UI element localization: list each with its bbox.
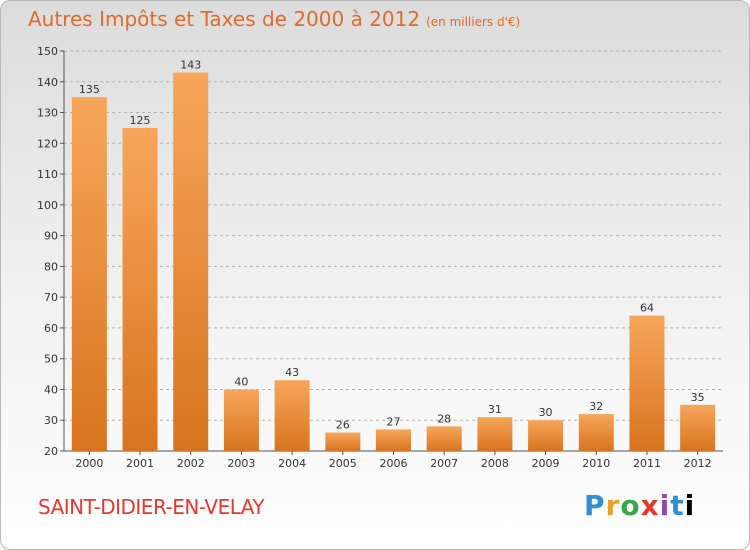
data-label-2003: 40 [234,375,248,388]
y-tick-label-20: 20 [44,445,58,458]
bar-2002 [173,72,209,452]
data-label-2006: 27 [387,415,401,428]
data-label-2011: 64 [640,302,654,315]
bar-2011 [629,315,665,451]
x-tick-label-2012: 2012 [684,457,712,470]
x-tick-label-2003: 2003 [227,457,255,470]
data-label-2009: 30 [539,406,553,419]
x-tick-label-2010: 2010 [582,457,610,470]
x-tick-label-2008: 2008 [481,457,509,470]
y-tick-label-110: 110 [37,168,58,181]
proxiti-logo[interactable]: Proxiti [584,489,696,522]
bar-2000 [71,97,107,452]
bar-2003 [223,389,259,451]
x-tick-label-2009: 2009 [532,457,560,470]
y-tick-label-140: 140 [37,76,58,89]
data-label-2005: 26 [336,419,350,432]
data-label-2012: 35 [691,391,705,404]
y-tick-label-90: 90 [44,230,58,243]
data-label-2000: 135 [79,83,100,96]
bars [71,72,716,452]
axes [60,50,723,455]
y-tick-label-80: 80 [44,260,58,273]
bar-2008 [477,417,513,451]
y-tick-label-120: 120 [37,137,58,150]
data-label-2004: 43 [285,366,299,379]
x-tick-label-2000: 2000 [75,457,103,470]
y-tick-label-70: 70 [44,291,58,304]
chart-title: Autres Impôts et Taxes de 2000 à 2012 (en… [28,7,520,31]
x-tick-label-2004: 2004 [278,457,306,470]
bar-2007 [426,426,462,451]
bar-2010 [578,414,614,451]
y-tick-label-130: 130 [37,107,58,120]
data-label-2002: 143 [180,59,201,72]
x-tick-label-2006: 2006 [380,457,408,470]
bar-2005 [325,432,361,451]
x-tick-label-2011: 2011 [633,457,661,470]
chart-title-text: Autres Impôts et Taxes de 2000 à 2012 [28,7,421,31]
data-label-2007: 28 [437,412,451,425]
x-tick-label-2002: 2002 [177,457,205,470]
y-tick-label-100: 100 [37,199,58,212]
y-tick-label-40: 40 [44,383,58,396]
bar-2006 [376,429,411,451]
y-tick-label-150: 150 [37,45,58,58]
grid-lines [64,50,723,452]
bar-2004 [274,380,310,451]
bar-2009 [528,420,564,451]
labels: 20 30 40 50 60 70 80 90 100 110 120 130 140 150 2000 13… [37,45,712,470]
bar-2001 [122,127,158,451]
commune-name: SAINT-DIDIER-EN-VELAY [38,495,265,519]
y-tick-label-30: 30 [44,414,58,427]
bar-2012 [680,404,716,451]
data-label-2010: 32 [589,400,603,413]
data-label-2001: 125 [130,114,151,127]
x-tick-label-2005: 2005 [329,457,357,470]
x-tick-label-2001: 2001 [126,457,154,470]
y-tick-label-50: 50 [44,353,58,366]
data-label-2008: 31 [488,403,502,416]
chart-unit: (en milliers d'€) [426,15,521,29]
y-tick-label-60: 60 [44,322,58,335]
x-tick-label-2007: 2007 [430,457,458,470]
